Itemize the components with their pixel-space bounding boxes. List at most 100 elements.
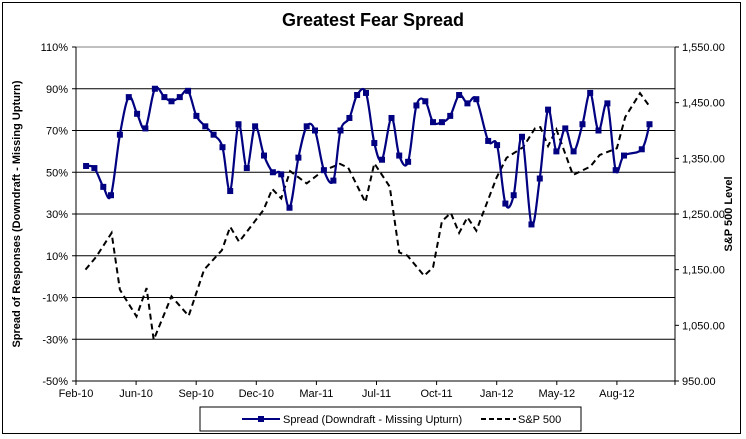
y-tick-label: 30% — [46, 209, 68, 221]
y-tick-label: 50% — [46, 167, 68, 179]
spread-point — [125, 94, 132, 101]
spread-point — [447, 112, 454, 119]
y-tick-label: 90% — [46, 84, 68, 96]
spread-point — [142, 125, 149, 132]
y2-axis-label: S&P 500 Level — [723, 176, 735, 251]
spread-point — [545, 106, 552, 113]
spread-point — [456, 92, 463, 99]
spread-point — [185, 87, 192, 94]
spread-point — [502, 200, 509, 207]
y-tick-label: 10% — [46, 251, 68, 263]
y-tick-label: -10% — [42, 293, 68, 305]
spread-point — [176, 94, 183, 101]
spread-point — [620, 152, 627, 159]
x-tick-label: Jul-11 — [362, 388, 391, 400]
x-tick-label: Jan-12 — [480, 388, 514, 400]
spread-point — [536, 175, 543, 182]
spread-point — [413, 102, 420, 109]
y-axis-label: Spread of Responses (Downdraft - Missing… — [11, 80, 23, 347]
spread-point — [278, 171, 285, 178]
spread-point — [612, 167, 619, 174]
legend-sp500-label: S&P 500 — [518, 414, 561, 426]
spread-point — [405, 158, 412, 165]
y-tick-label: 70% — [46, 126, 68, 138]
chart-frame — [2, 2, 741, 434]
x-tick-label: Mar-11 — [299, 388, 333, 400]
spread-point — [638, 146, 645, 153]
y2-tick-label: 1,150.00 — [682, 265, 725, 277]
spread-point — [161, 94, 168, 101]
spread-point — [83, 162, 90, 169]
spread-point — [587, 89, 594, 96]
spread-point — [485, 137, 492, 144]
spread-point — [100, 183, 107, 190]
spread-point — [107, 192, 114, 199]
spread-point — [430, 119, 437, 126]
spread-point — [422, 98, 429, 105]
spread-point — [379, 156, 386, 163]
spread-point — [235, 121, 242, 128]
spread-point — [473, 96, 480, 103]
spread-point — [243, 165, 250, 172]
spread-point — [337, 127, 344, 134]
spread-point — [438, 119, 445, 126]
spread-point — [312, 127, 319, 134]
spread-point — [518, 133, 525, 140]
y2-tick-label: 1,450.00 — [682, 98, 725, 110]
series-layer — [83, 85, 653, 344]
x-tick-label: May-12 — [538, 388, 575, 400]
axes: 110% 90% 70% 50% 30% 10% -10% -30% -50% 1,550.00 1… — [41, 42, 725, 400]
spread-point — [510, 192, 517, 199]
legend-spread-marker — [258, 416, 264, 422]
gridlines — [76, 46, 675, 340]
spread-point — [227, 188, 234, 195]
y-tick-label: 110% — [41, 42, 69, 54]
y2-tick-label: 950.00 — [682, 376, 716, 388]
spread-point — [464, 100, 471, 107]
y-tick-label: -50% — [42, 376, 68, 388]
spread-point — [528, 221, 535, 228]
spread-point — [261, 152, 268, 159]
spread-point — [168, 98, 175, 105]
y2-tick-label: 1,350.00 — [682, 153, 725, 165]
spread-point — [363, 89, 370, 96]
spread-point — [562, 125, 569, 132]
chart-title: Greatest Fear Spread — [282, 10, 464, 30]
legend-spread-label: Spread (Downdraft - Missing Upturn) — [283, 414, 462, 426]
spread-point — [553, 148, 560, 155]
spread-point — [202, 123, 209, 130]
spread-point — [219, 144, 226, 151]
y2-tick-label: 1,250.00 — [682, 209, 725, 221]
spread-point — [91, 165, 98, 172]
spread-point — [595, 127, 602, 134]
spread-point — [388, 114, 395, 121]
spread-point — [269, 169, 276, 176]
spread-point — [646, 121, 653, 128]
x-tick-label: Feb-10 — [59, 388, 94, 400]
x-tick-label: Dec-10 — [239, 388, 274, 400]
legend: Spread (Downdraft - Missing Upturn) S&P … — [199, 406, 582, 432]
spread-point — [295, 154, 302, 161]
spread-point — [320, 167, 327, 174]
spread-point — [134, 110, 141, 117]
spread-point — [396, 152, 403, 159]
y2-tick-label: 1,550.00 — [682, 42, 725, 54]
x-tick-label: Aug-12 — [599, 388, 634, 400]
spread-point — [210, 131, 217, 138]
spread-point — [193, 112, 200, 119]
spread-point — [579, 121, 586, 128]
spread-point — [286, 204, 293, 211]
spread-point — [252, 123, 259, 130]
spread-line — [85, 86, 651, 227]
spread-point — [354, 92, 361, 99]
y-tick-label: -30% — [42, 334, 68, 346]
sp500-line — [84, 91, 651, 344]
spread-point — [330, 177, 337, 184]
y2-tick-label: 1,050.00 — [682, 320, 725, 332]
spread-point — [604, 100, 611, 107]
spread-point — [303, 123, 310, 130]
spread-point — [494, 142, 501, 149]
spread-point — [116, 131, 123, 138]
spread-point — [346, 114, 353, 121]
x-tick-label: Sep-10 — [178, 388, 213, 400]
